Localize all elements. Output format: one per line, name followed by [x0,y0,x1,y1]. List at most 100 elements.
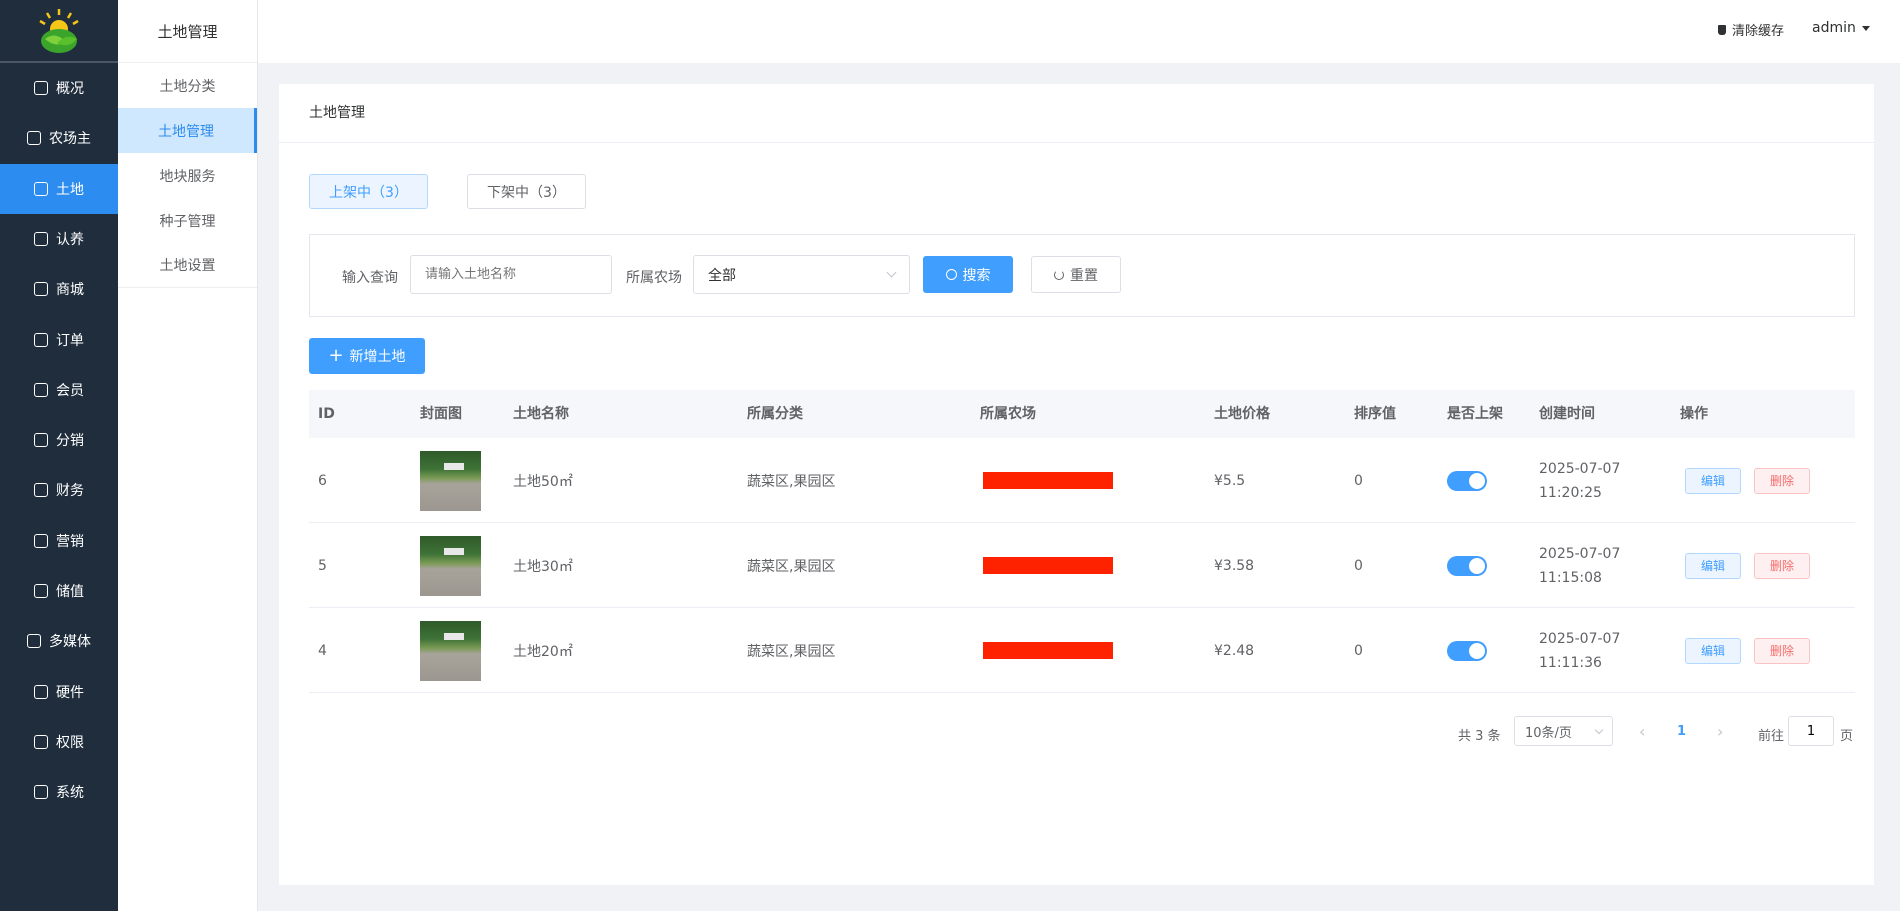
sidebar-item-12[interactable]: 硬件 [0,667,118,717]
column-header: 是否上架 [1447,406,1503,422]
content-card: 土地管理 上架中（3） 下架中（3） 输入查询 所属农场 全部 搜索 重置 + … [279,84,1874,885]
edit-button[interactable]: 编辑 [1685,552,1741,579]
redacted-farm [983,557,1113,574]
created-date: 2025-07-07 [1539,460,1621,477]
submenu-item-2[interactable]: 地块服务 [159,168,216,185]
total-count: 共 3 条 [1458,729,1501,744]
sidebar-item-11[interactable]: 多媒体 [0,616,118,666]
land-table: ID 封面图 土地名称 所属分类 所属农场 土地价格 排序值 是否上架 创建时间 操作 6 土地5… [309,390,1855,790]
column-header: 土地名称 [513,406,569,422]
goto-label: 前往 [1758,729,1785,744]
sidebar-item-label: 分销 [56,433,84,450]
distribution-icon [34,433,48,448]
clear-cache-label: 清除缓存 [1732,24,1785,39]
farm-label: 所属农场 [626,270,682,286]
cell-price: ¥3.58 [1214,557,1255,574]
column-header: 封面图 [420,406,462,422]
clear-cache-button[interactable]: 清除缓存 [1718,20,1784,39]
submenu-item-3[interactable]: 种子管理 [159,213,216,230]
page-size-value: 10条/页 [1525,725,1572,741]
goto-page-input[interactable] [1788,716,1834,746]
page-suffix: 页 [1840,729,1854,744]
order-icon [34,332,48,347]
table-header: ID 封面图 土地名称 所属分类 所属农场 土地价格 排序值 是否上架 创建时间 操作 [309,390,1855,438]
sidebar-item-2[interactable]: 土地 [0,163,118,214]
created-time: 11:11:36 [1539,654,1602,671]
sidebar-item-10[interactable]: 储值 [0,566,118,616]
sidebar-item-label: 会员 [56,382,84,399]
search-panel: 输入查询 所属农场 全部 搜索 重置 [309,234,1855,317]
reset-button[interactable]: 重置 [1031,256,1121,293]
cell-category: 蔬菜区,果园区 [747,558,836,575]
sidebar-item-5[interactable]: 订单 [0,315,118,365]
permission-icon [34,734,48,749]
brush-icon [1718,24,1726,35]
add-land-button[interactable]: + 新增土地 [309,338,425,374]
sidebar-item-13[interactable]: 权限 [0,717,118,767]
sidebar-item-label: 认养 [56,231,84,248]
sidebar-item-0[interactable]: 概况 [0,63,118,113]
sidebar-item-3[interactable]: 认养 [0,214,118,264]
marketing-icon [34,533,48,548]
sidebar-item-4[interactable]: 商城 [0,264,118,314]
sidebar-item-label: 储值 [56,584,84,600]
column-header: 操作 [1680,406,1708,422]
prev-page-button[interactable]: ‹ [1639,722,1646,741]
cell-category: 蔬菜区,果园区 [747,643,836,660]
sidebar-item-label: 概况 [56,81,84,97]
on-shelf-toggle[interactable] [1447,470,1487,491]
next-page-button[interactable]: › [1717,722,1724,741]
land-name-input[interactable] [410,255,612,294]
query-label: 输入查询 [342,270,398,286]
sidebar-item-label: 营销 [56,533,84,550]
topbar: 清除缓存 admin [258,0,1900,63]
edit-button[interactable]: 编辑 [1685,467,1741,494]
sidebar-item-6[interactable]: 会员 [0,365,118,415]
cell-price: ¥5.5 [1214,472,1246,489]
caret-down-icon [1861,26,1870,35]
sidebar-item-label: 农场主 [49,131,91,148]
search-button[interactable]: 搜索 [923,256,1013,293]
submenu-item-4[interactable]: 土地设置 [118,243,257,288]
delete-button[interactable]: 删除 [1754,637,1810,664]
sidebar-item-1[interactable]: 农场主 [0,113,118,163]
chevron-down-icon [1594,725,1604,734]
tab-on-shelf[interactable]: 上架中（3） [309,174,428,209]
sidebar-item-label: 商城 [56,282,84,299]
on-shelf-toggle[interactable] [1447,640,1487,661]
table-row: 4 土地20㎡ 蔬菜区,果园区 ¥2.48 0 2025-07-07 11:11:… [309,608,1855,693]
delete-button[interactable]: 删除 [1754,467,1810,494]
sidebar-item-14[interactable]: 系统 [0,767,118,817]
tab-off-shelf[interactable]: 下架中（3） [467,174,586,209]
search-button-label: 搜索 [962,267,991,284]
submenu: 土地管理 土地分类 土地管理 地块服务 种子管理 土地设置 [118,0,258,911]
farm-select[interactable]: 全部 [693,255,910,294]
sidebar-item-9[interactable]: 营销 [0,516,118,566]
adopt-icon [34,231,48,246]
on-shelf-toggle[interactable] [1447,555,1487,576]
redacted-farm [983,472,1113,489]
submenu-item-0[interactable]: 土地分类 [159,78,216,95]
submenu-item-1[interactable]: 土地管理 [118,108,257,153]
cover-image [420,620,481,681]
store-icon [34,282,48,297]
sidebar-item-label: 财务 [56,483,84,500]
page-size-select[interactable]: 10条/页 [1514,716,1613,746]
user-dropdown[interactable]: admin [1812,20,1870,36]
cell-name: 土地20㎡ [513,643,573,660]
delete-button[interactable]: 删除 [1754,552,1810,579]
page-number[interactable]: 1 [1677,724,1687,739]
created-time: 11:15:08 [1539,569,1602,586]
cell-price: ¥2.48 [1214,642,1255,659]
table-row: 5 土地30㎡ 蔬菜区,果园区 ¥3.58 0 2025-07-07 11:15:… [309,523,1855,608]
sidebar-item-8[interactable]: 财务 [0,465,118,515]
edit-button[interactable]: 编辑 [1685,637,1741,664]
sidebar-item-7[interactable]: 分销 [0,415,118,465]
column-header: 土地价格 [1214,406,1270,422]
home-icon [34,81,48,95]
user-group-icon [27,131,41,146]
land-icon [34,181,48,196]
sidebar-item-label: 系统 [56,785,84,802]
cover-image [420,450,481,511]
cell-sort: 0 [1354,472,1363,489]
